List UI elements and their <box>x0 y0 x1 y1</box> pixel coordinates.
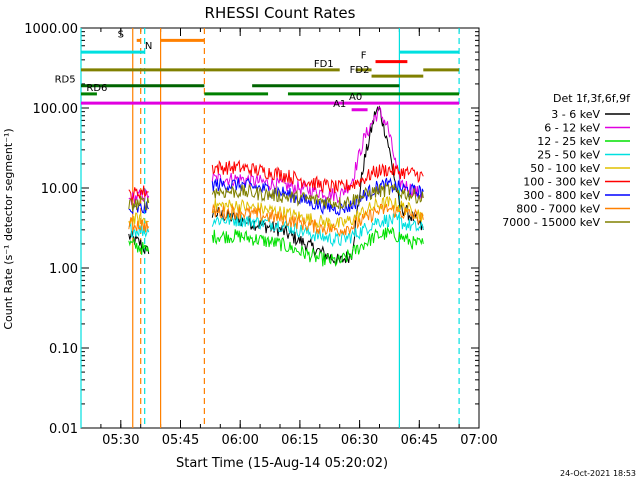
y-tick-label: 1.00 <box>49 262 78 277</box>
flag-label-fd1: FD1 <box>314 59 334 70</box>
series-line <box>128 195 150 212</box>
legend-entry-label: 800 - 7000 keV <box>516 203 600 216</box>
x-tick-label: 06:45 <box>401 433 438 448</box>
series-line <box>211 106 424 204</box>
series-line <box>211 225 424 268</box>
flag-label-a1: A1 <box>333 99 346 110</box>
legend-entry-label: 3 - 6 keV <box>551 108 600 121</box>
x-tick-label: 05:45 <box>162 433 199 448</box>
series-line <box>128 217 150 233</box>
y-tick-label: 0.10 <box>49 342 78 357</box>
x-tick-label: 06:30 <box>341 433 378 448</box>
y-tick-label: 1000.00 <box>24 22 78 37</box>
y-tick-label: 10.00 <box>41 182 78 197</box>
x-tick-label: 07:00 <box>460 433 497 448</box>
y-axis-label: Count Rate (s⁻¹ detector segment⁻¹) <box>2 128 15 329</box>
flag-label-rd6: RD6 <box>86 83 107 94</box>
flag-label-f: F <box>361 51 367 62</box>
series-line <box>211 195 424 230</box>
date-stamp: 24-Oct-2021 18:53 <box>560 469 636 478</box>
flag-label-n: N <box>145 41 152 52</box>
series-line <box>211 213 424 248</box>
series-line <box>128 230 150 255</box>
series-line <box>211 183 424 210</box>
series-line <box>128 237 150 255</box>
legend-entry-label: 50 - 100 keV <box>530 162 600 175</box>
flag-label-rd5: RD5 <box>55 75 76 86</box>
legend-entry-label: 7000 - 15000 keV <box>502 216 600 229</box>
flag-label-fd2: FD2 <box>350 65 370 76</box>
x-axis-label: Start Time (15-Aug-14 05:20:02) <box>176 456 388 471</box>
legend-entry-label: 6 - 12 keV <box>544 122 600 135</box>
y-tick-label: 100.00 <box>33 102 79 117</box>
legend-entry-label: 100 - 300 keV <box>523 176 600 189</box>
series-line <box>128 222 150 238</box>
x-tick-label: 06:15 <box>281 433 318 448</box>
legend-title: Det 1f,3f,6f,9f <box>553 92 631 105</box>
legend-entry-label: 12 - 25 keV <box>537 135 600 148</box>
x-tick-label: 05:30 <box>102 433 139 448</box>
series-line <box>211 203 424 238</box>
series-line <box>211 159 424 194</box>
flag-label-s: S <box>118 29 124 40</box>
plot-area: 0.01 0.10 1.00 10.00 100.00 1000.00 05:30 05:45… <box>24 22 630 448</box>
chart-title: RHESSI Count Rates <box>205 4 356 22</box>
x-tick-label: 06:00 <box>221 433 258 448</box>
flag-label-a0: A0 <box>349 92 362 103</box>
y-tick-label: 0.01 <box>49 422 78 437</box>
legend-entry-label: 25 - 50 keV <box>537 149 600 162</box>
legend-entry-label: 300 - 800 keV <box>523 189 600 202</box>
series-line <box>211 177 424 216</box>
